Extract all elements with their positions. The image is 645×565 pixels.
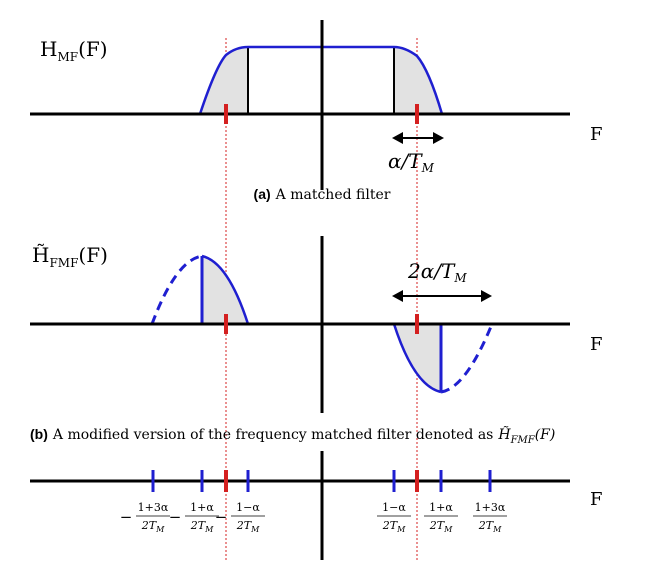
panel-a: HMF(F) F α/TM (a) A matched filter bbox=[30, 20, 603, 203]
lobe-fill-negative bbox=[394, 324, 441, 392]
lobe-dashed-left bbox=[150, 254, 203, 325]
tick-label-denominator: 2TM bbox=[141, 519, 165, 534]
lobe-solid-left bbox=[201, 254, 250, 325]
tick-label-numerator: 1+α bbox=[429, 501, 453, 514]
lobe-dashed-right bbox=[440, 323, 494, 394]
panel-b-title: H̃FMF(F) bbox=[32, 243, 108, 270]
rolloff-width-label: α/TM bbox=[388, 149, 435, 175]
caption-a: (a) A matched filter bbox=[254, 186, 391, 203]
arrowhead-right bbox=[433, 132, 444, 144]
tick-label-denominator: 2TM bbox=[478, 519, 502, 534]
tick-label-denominator: 2TM bbox=[190, 519, 214, 534]
tick-label: −1−α 2TM bbox=[215, 501, 265, 534]
panel-c: F −1+3α2TM−1+α2TM−1−α2TM1−α2TM1+α2TM1+3α… bbox=[30, 451, 603, 560]
rolloff-fill-left bbox=[200, 47, 248, 114]
lobe-solid-right bbox=[392, 323, 442, 394]
tick-label: 1+3α 2TM bbox=[473, 501, 507, 534]
span-width-label: 2α/TM bbox=[407, 259, 467, 285]
tick-label-sign: − bbox=[169, 508, 182, 526]
tick-label-numerator: 1−α bbox=[382, 501, 406, 514]
matched-filter-curve bbox=[198, 45, 444, 115]
axis-label-c: F bbox=[590, 489, 603, 510]
caption-b: (b) A modified version of the frequency m… bbox=[30, 425, 555, 446]
tick-label-numerator: 1−α bbox=[236, 501, 260, 514]
tick-label: −1+3α 2TM bbox=[120, 501, 170, 534]
tick-label-numerator: 1+α bbox=[190, 501, 214, 514]
tick-label-denominator: 2TM bbox=[236, 519, 260, 534]
tick-label-sign: − bbox=[120, 508, 133, 526]
tick-label: −1+α 2TM bbox=[169, 501, 219, 534]
tick-label-sign: − bbox=[215, 508, 228, 526]
axis-label-a: F bbox=[590, 124, 603, 145]
lobe-fill-positive bbox=[202, 256, 248, 324]
rolloff-fill-right bbox=[394, 47, 442, 114]
tick-label-numerator: 1+3α bbox=[475, 501, 506, 514]
arrowhead-left bbox=[392, 132, 403, 144]
tick-label-numerator: 1+3α bbox=[138, 501, 169, 514]
tick-label-denominator: 2TM bbox=[429, 519, 453, 534]
span-arrowhead-right bbox=[481, 290, 492, 302]
axis-label-b: F bbox=[590, 334, 603, 355]
panel-a-title: HMF(F) bbox=[40, 37, 108, 64]
span-arrowhead-left bbox=[392, 290, 403, 302]
tick-label-denominator: 2TM bbox=[382, 519, 406, 534]
panel-b: H̃FMF(F) F 2α/TM (b) A modified version o… bbox=[30, 236, 603, 446]
